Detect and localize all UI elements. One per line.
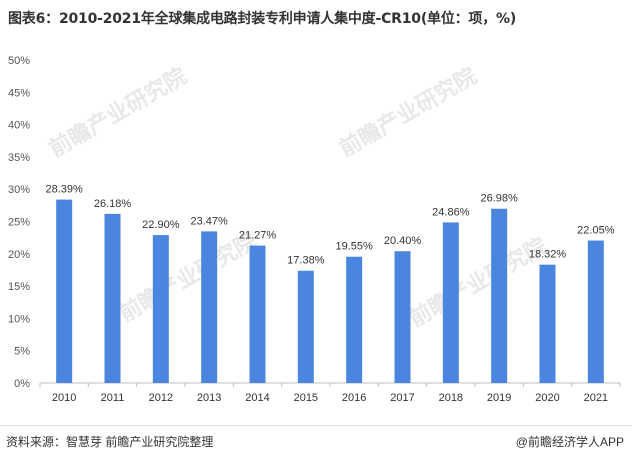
bar bbox=[491, 208, 508, 383]
bar bbox=[346, 256, 363, 383]
y-tick-label: 40% bbox=[8, 120, 30, 132]
data-label: 21.27% bbox=[239, 230, 277, 242]
x-tick-label: 2019 bbox=[487, 392, 511, 404]
x-tick-label: 2014 bbox=[245, 392, 269, 404]
bar bbox=[297, 270, 314, 383]
data-label: 18.32% bbox=[529, 249, 567, 261]
y-tick-label: 20% bbox=[8, 249, 30, 261]
bar bbox=[152, 235, 169, 383]
bar bbox=[104, 213, 121, 383]
x-tick-label: 2012 bbox=[149, 392, 173, 404]
x-tick-label: 2018 bbox=[439, 392, 463, 404]
x-tick-label: 2013 bbox=[197, 392, 221, 404]
y-tick-label: 15% bbox=[8, 281, 30, 293]
bar-chart: 0% 5% 10% 15% 20% 25% 30% 35% 40% 45% 50% 28.39% 201… bbox=[8, 55, 621, 404]
y-tick-label: 35% bbox=[8, 152, 30, 164]
footer-divider bbox=[0, 425, 632, 426]
bar bbox=[56, 199, 73, 383]
data-label: 23.47% bbox=[191, 215, 229, 227]
data-label: 20.40% bbox=[384, 235, 422, 247]
y-tick-label: 10% bbox=[8, 313, 30, 325]
x-tick-label: 2015 bbox=[294, 392, 318, 404]
y-tick-label: 30% bbox=[8, 184, 30, 196]
chart-title: 图表6：2010-2021年全球集成电路封装专利申请人集中度-CR10(单位：项… bbox=[8, 11, 517, 27]
x-tick-label: 2011 bbox=[101, 392, 125, 404]
x-tick-label: 2020 bbox=[535, 392, 559, 404]
brand-credit: @前瞻经济学人APP bbox=[515, 435, 624, 449]
x-tick-label: 2010 bbox=[52, 392, 76, 404]
data-label: 22.05% bbox=[577, 225, 615, 237]
x-tick-label: 2017 bbox=[390, 392, 414, 404]
data-label: 17.38% bbox=[287, 255, 325, 267]
y-tick-label: 5% bbox=[14, 346, 30, 358]
data-label: 24.86% bbox=[432, 206, 470, 218]
bar bbox=[249, 245, 266, 383]
bar bbox=[587, 240, 604, 383]
data-label: 22.90% bbox=[142, 219, 180, 231]
bar bbox=[394, 251, 411, 383]
x-tick-label: 2021 bbox=[584, 392, 608, 404]
source-note: 资料来源：智慧芽 前瞻产业研究院整理 bbox=[6, 435, 214, 449]
bar bbox=[442, 222, 459, 383]
data-label: 19.55% bbox=[336, 241, 374, 253]
y-tick-label: 0% bbox=[14, 378, 30, 390]
y-tick-label: 45% bbox=[8, 87, 30, 99]
y-tick-label: 50% bbox=[8, 55, 30, 67]
data-label: 26.18% bbox=[94, 198, 132, 210]
y-tick-label: 25% bbox=[8, 217, 30, 229]
bar bbox=[539, 264, 556, 383]
data-label: 26.98% bbox=[481, 193, 519, 205]
data-label: 28.39% bbox=[46, 184, 84, 196]
x-tick-label: 2016 bbox=[342, 392, 366, 404]
bar bbox=[201, 231, 218, 383]
